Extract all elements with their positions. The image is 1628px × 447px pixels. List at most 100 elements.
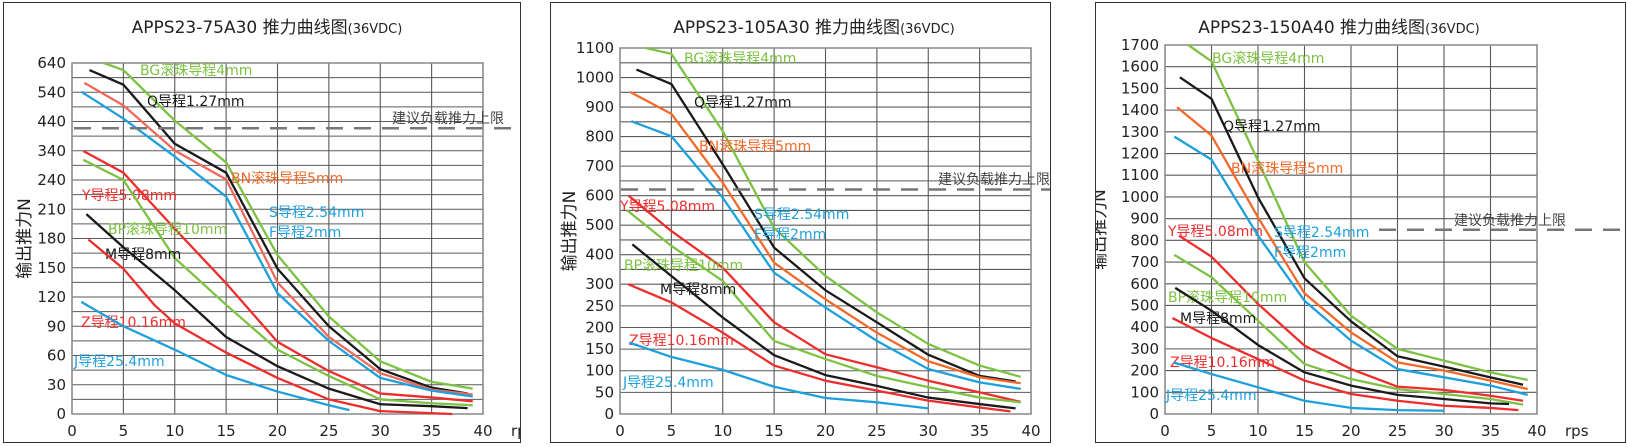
y-tick-label: 150 (37, 259, 66, 277)
chart-panel-105a30: APPS23-105A30 推力曲线图(36VDC) 0 50 100 150 200 25… (550, 2, 1051, 443)
y-tick-label: 300 (585, 275, 614, 293)
series-label: J导程25.4mm (73, 354, 165, 370)
series-label: Q导程1.27mm (694, 95, 791, 111)
chart-svg: APPS23-75A30 推力曲线图(36VDC)030609012015018… (15, 18, 520, 440)
y-tick-label: 1100 (1121, 166, 1159, 184)
series-line (82, 158, 473, 407)
y-axis-label: 输出推力N (1096, 189, 1110, 270)
x-tick-label: 25 (1388, 422, 1407, 440)
series-label: Q导程1.27mm (147, 94, 244, 110)
y-tick-label: 0 (56, 405, 66, 423)
y-tick-label: 800 (585, 128, 614, 146)
y-tick-label: 400 (585, 246, 614, 264)
chart-title-main: APPS23-150A40 推力曲线图 (1198, 18, 1425, 38)
series-line (87, 238, 453, 416)
series-label: BN滚珠导程5mm (699, 138, 811, 155)
series-line (89, 68, 468, 395)
series-line (1173, 253, 1524, 406)
series-line (627, 283, 1011, 413)
x-tick-label: 35 (1481, 422, 1500, 440)
series-label: S导程2.54mm (754, 207, 849, 223)
chart-title-subtitle: (36VDC) (900, 22, 955, 37)
x-tick-label: 0 (67, 422, 77, 440)
y-tick-label: 1000 (1121, 188, 1159, 206)
y-tick-label: 100 (585, 362, 614, 380)
y-tick-label: 800 (1130, 231, 1159, 249)
chart-title: APPS23-150A40 推力曲线图(36VDC) (1198, 18, 1479, 38)
y-tick-label: 250 (585, 297, 614, 315)
y-tick-label: 210 (37, 200, 66, 218)
y-tick-label: 500 (585, 216, 614, 234)
y-tick-label: 240 (37, 171, 66, 189)
series-line (103, 61, 473, 390)
chart-title-subtitle: (36VDC) (1425, 22, 1480, 37)
series-label: S导程2.54mm (1274, 225, 1369, 241)
series-label: BG滚珠导程4mm (1212, 50, 1324, 67)
series-label: BP滚珠导程10mm (624, 257, 743, 274)
y-tick-label: 900 (1130, 210, 1159, 228)
chart-panel-150a40: APPS23-150A40 推力曲线图(36VDC) 0 100 200 300 400 5… (1095, 2, 1626, 443)
y-tick-label: 150 (585, 340, 614, 358)
y-axis-label: 输出推力N (560, 191, 580, 272)
x-tick-label: 20 (1341, 422, 1360, 440)
x-tick-label: 20 (816, 422, 835, 440)
x-tick-label: 40 (473, 422, 492, 440)
series-line (83, 81, 473, 396)
x-tick-label: 40 (1527, 422, 1546, 440)
y-tick-label: 700 (585, 157, 614, 175)
chart-svg: APPS23-105A30 推力曲线图(36VDC)05010015020025… (560, 18, 1050, 440)
chart-title: APPS23-75A30 推力曲线图(36VDC) (132, 18, 403, 38)
series-label: F导程2mm (1274, 245, 1346, 261)
series-label: F导程2mm (269, 225, 341, 241)
y-tick-label: 1300 (1121, 123, 1159, 141)
series-line (1173, 361, 1445, 412)
x-tick-label: 5 (1207, 422, 1217, 440)
reference-line-label: 建议负载推力上限 (1454, 213, 1566, 229)
series-line (626, 209, 1021, 404)
series-line (80, 90, 473, 398)
reference-line-label: 建议负载推力上限 (392, 111, 504, 127)
plot-frame (1164, 44, 1538, 415)
series-line (627, 194, 1021, 404)
x-tick-label: 5 (119, 422, 129, 440)
y-tick-label: 640 (37, 54, 66, 72)
chart-title-subtitle: (36VDC) (348, 22, 403, 37)
series-label: S导程2.54mm (269, 205, 364, 221)
y-tick-label: 90 (47, 317, 66, 335)
x-tick-label: 15 (765, 422, 784, 440)
chart-title-main: APPS23-105A30 推力曲线图 (673, 18, 900, 38)
x-tick-label: 30 (371, 422, 390, 440)
series-label: Z导程10.16mm (1170, 355, 1275, 371)
series-line (645, 46, 1022, 378)
chart-title: APPS23-105A30 推力曲线图(36VDC) (673, 18, 954, 38)
x-tick-label: 0 (1160, 422, 1170, 440)
y-tick-label: 0 (604, 405, 614, 423)
series-label: M导程8mm (1180, 311, 1256, 327)
series-line (629, 90, 1021, 385)
y-tick-label: 500 (1130, 296, 1159, 314)
series-line (1187, 44, 1528, 382)
y-tick-label: 300 (1130, 340, 1159, 358)
x-tick-label: 40 (1021, 422, 1040, 440)
chart-svg: APPS23-150A40 推力曲线图(36VDC)01002003004005… (1096, 18, 1625, 440)
y-tick-label: 900 (585, 98, 614, 116)
y-tick-label: 1500 (1121, 79, 1159, 97)
series-label: M导程8mm (660, 282, 736, 298)
plot-frame (619, 47, 1032, 415)
y-tick-label: 600 (585, 187, 614, 205)
y-tick-label: 100 (1130, 383, 1159, 401)
series-label: Y导程5.08mm (619, 199, 715, 215)
series-line (630, 120, 1021, 391)
series-label: BN滚珠导程5mm (231, 170, 343, 187)
series-label: F导程2mm (754, 227, 826, 243)
series-line (635, 68, 1016, 383)
y-axis-label: 输出推力N (15, 198, 35, 279)
series-line (82, 150, 473, 403)
x-tick-label: 30 (919, 422, 938, 440)
series-line (1173, 135, 1528, 397)
series-label: BG滚珠导程4mm (684, 50, 796, 67)
y-tick-label: 200 (1130, 362, 1159, 380)
reference-line-label: 建议负载推力上限 (938, 172, 1050, 188)
y-tick-label: 180 (37, 230, 66, 248)
y-tick-label: 0 (1149, 405, 1159, 423)
